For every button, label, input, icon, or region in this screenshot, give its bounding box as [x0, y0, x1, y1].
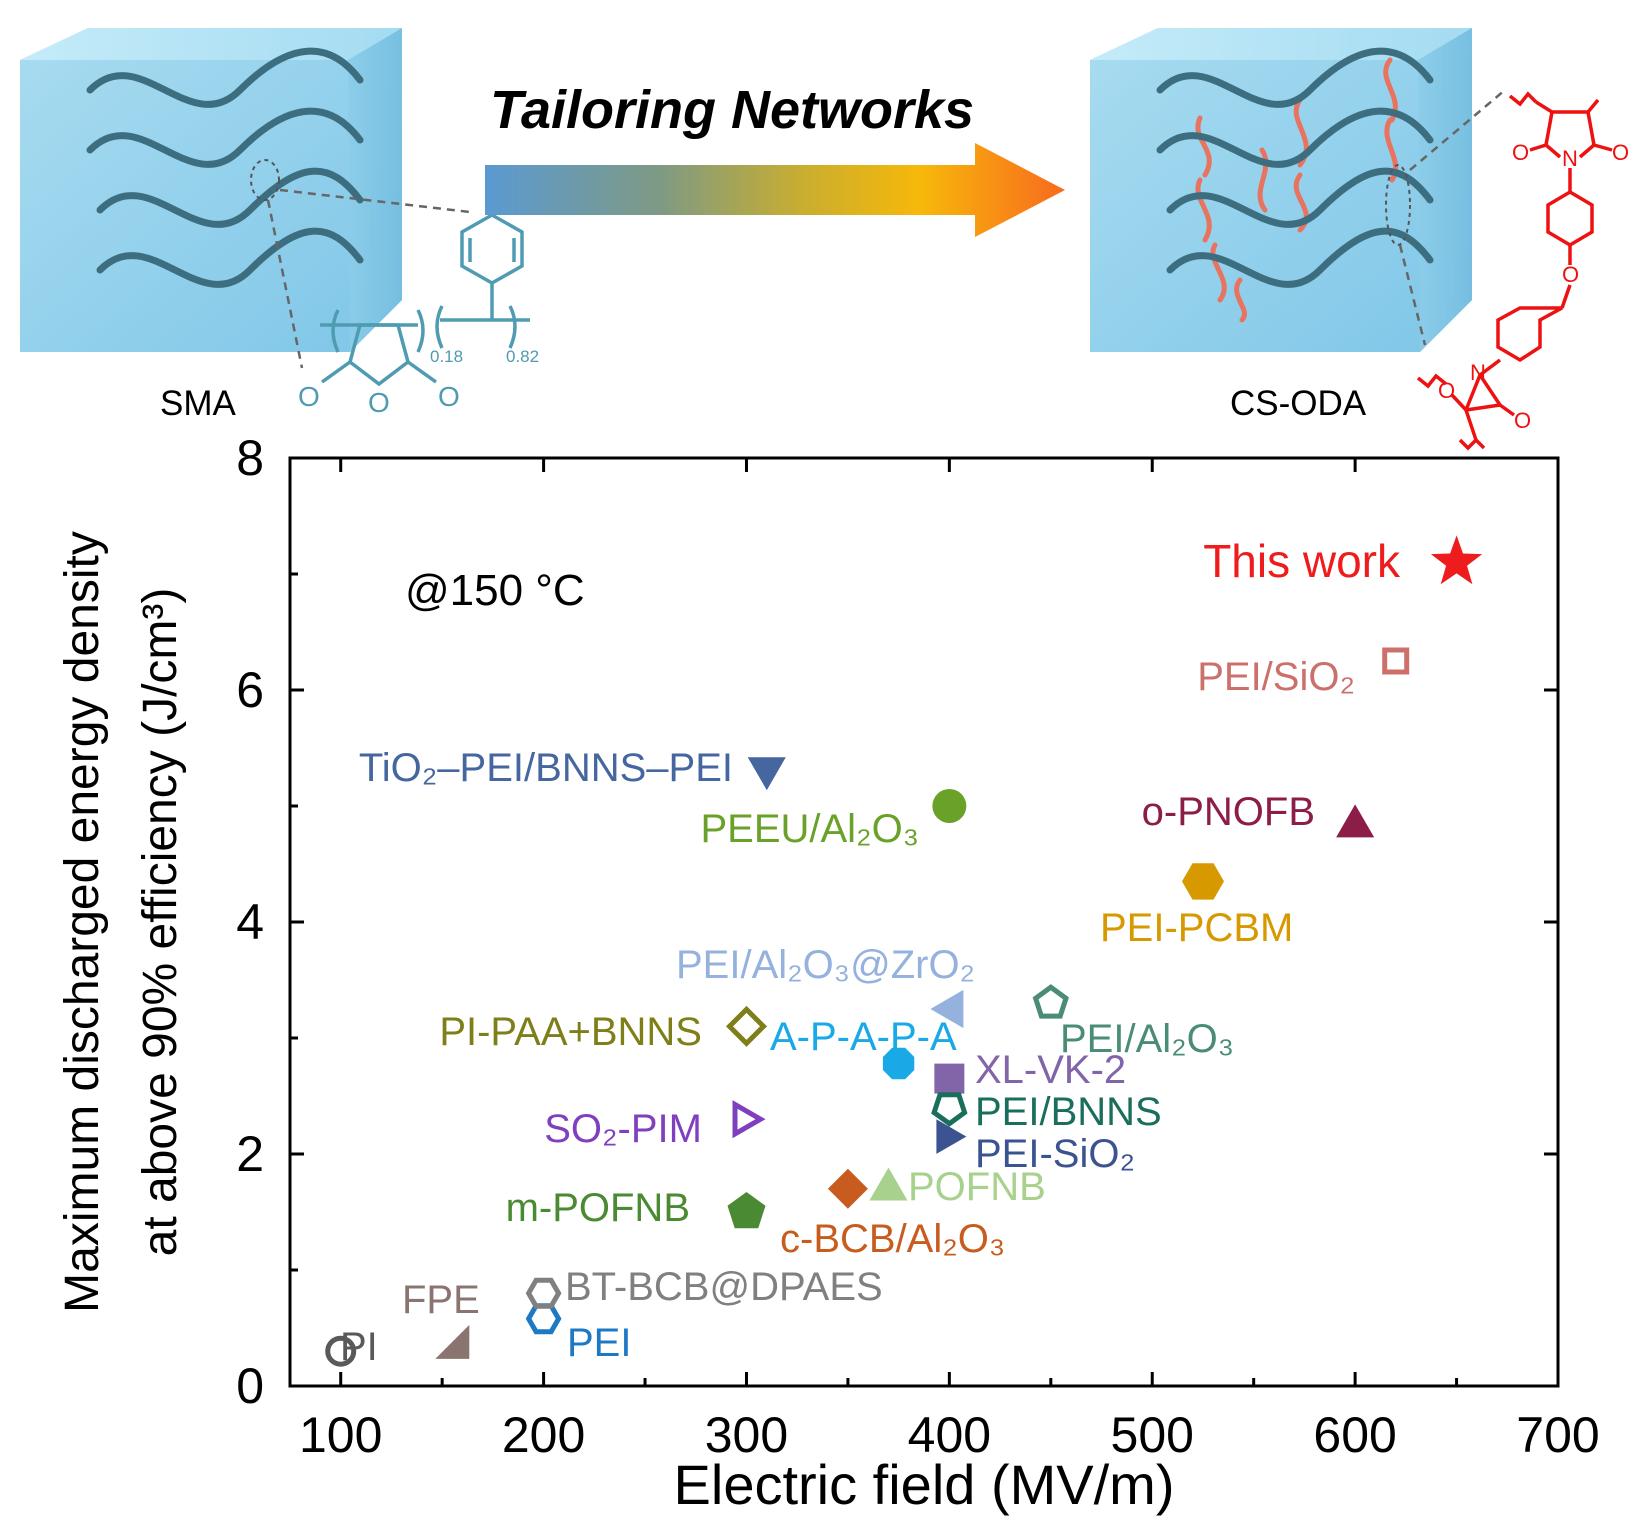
- marker-o-pnofb: [1336, 804, 1375, 838]
- sma-oxygen-right: O: [438, 381, 460, 412]
- y-tick-label: 4: [236, 894, 264, 950]
- x-tick-label: 600: [1313, 1407, 1396, 1463]
- axis-tick-labels: 100 200 300 400 500 600 700 0 2 4 6 8: [236, 430, 1600, 1463]
- label-bt-bcb-dpaes: BT-BCB@DPAES: [565, 1265, 883, 1309]
- marker-pei-pcbm: [1182, 863, 1224, 900]
- label-pei: PEI: [567, 1321, 631, 1365]
- arrow-label: Tailoring Networks: [490, 80, 974, 140]
- sma-oxygen-left: O: [298, 381, 320, 412]
- sma-network-cube: [20, 28, 471, 369]
- label-pei-al-o: PEI/Al₂O₃: [1060, 1017, 1234, 1061]
- label-pei-sio: PEI/SiO₂: [1197, 655, 1355, 699]
- marker-pi-paa-bnns: [725, 1005, 768, 1047]
- oda-oxygen-3: O: [1438, 378, 1455, 403]
- header-illustration: 0.18 0.82 O O O SMA Tailoring Networks: [20, 28, 1629, 451]
- oda-nitrogen-2: N: [1470, 360, 1486, 385]
- marker-pei-sio: [1382, 647, 1410, 675]
- y-axis-title-line1: Maximum discharged energy density: [56, 531, 109, 1313]
- x-axis-title: Electric field (MV/m): [674, 1453, 1175, 1516]
- x-tick-label: 100: [299, 1407, 382, 1463]
- marker-so-pim: [732, 1100, 766, 1139]
- oda-nitrogen-1: N: [1562, 146, 1578, 171]
- x-tick-label: 400: [908, 1407, 991, 1463]
- marker-pei-al-o: [1032, 984, 1069, 1019]
- oda-oxygen-1: O: [1512, 140, 1529, 165]
- cs-oda-label: CS-ODA: [1230, 384, 1367, 423]
- oda-oxygen-ether: O: [1562, 262, 1579, 287]
- y-tick-label: 6: [236, 662, 264, 718]
- marker-a-p-a-p-a: [882, 1047, 915, 1080]
- scatter-chart: 100 200 300 400 500 600 700 0 2 4 6 8 PI FPE PEI BT-BC…: [56, 430, 1600, 1516]
- cs-oda-network-cube: [1090, 28, 1506, 352]
- marker-xl-vk-2: [934, 1063, 965, 1094]
- x-tick-label: 500: [1111, 1407, 1194, 1463]
- label-fpe: FPE: [402, 1278, 480, 1322]
- y-tick-label: 8: [236, 430, 264, 486]
- x-tick-label: 700: [1516, 1407, 1599, 1463]
- oda-oxygen-4: O: [1514, 408, 1531, 433]
- label-c-bcb-al-o: c-BCB/Al₂O₃: [780, 1217, 1005, 1261]
- axis-ticks: [290, 456, 1560, 1388]
- label-xl-vk-2: XL-VK-2: [975, 1048, 1126, 1092]
- data-markers: [325, 535, 1483, 1367]
- label-pei-sio: PEI-SiO₂: [975, 1132, 1135, 1176]
- label-pei-bnns: PEI/BNNS: [975, 1090, 1162, 1134]
- label-so-pim: SO₂-PIM: [544, 1107, 702, 1151]
- y-tick-label: 0: [236, 1358, 264, 1414]
- marker-fpe: [435, 1324, 470, 1359]
- transform-arrow: [485, 143, 1065, 237]
- x-tick-label: 200: [502, 1407, 585, 1463]
- label-o-pnofb: o-PNOFB: [1142, 790, 1315, 834]
- oda-oxygen-2: O: [1612, 140, 1629, 165]
- marker-peeu-al-o: [932, 789, 967, 823]
- label-pofnb: POFNB: [908, 1165, 1046, 1209]
- x-tick-label: 300: [705, 1407, 788, 1463]
- sma-subscript-a: 0.18: [430, 347, 463, 366]
- temperature-annotation: @150 °C: [405, 566, 585, 615]
- sma-chemical-structure: [320, 212, 530, 387]
- oda-chemical-structure: [1416, 91, 1613, 451]
- marker-pei-bnns: [931, 1092, 968, 1127]
- sma-subscript-b: 0.82: [506, 347, 539, 366]
- y-axis-title-line2: at above 90% efficiency (J/cm³): [134, 588, 187, 1257]
- label-this-work: This work: [1203, 535, 1401, 587]
- marker-pei-sio: [936, 1119, 967, 1154]
- label-tio-pei-bnns-pei: TiO₂–PEI/BNNS–PEI: [359, 746, 733, 790]
- marker-m-pofnb: [727, 1192, 766, 1229]
- sma-oxygen-ring: O: [368, 387, 390, 418]
- label-pi: PI: [340, 1325, 378, 1369]
- marker-pi: [325, 1335, 357, 1367]
- marker-this-work: [1430, 535, 1483, 585]
- marker-bt-bcb-dpaes: [525, 1277, 562, 1309]
- label-a-p-a-p-a: A-P-A-P-A: [770, 1015, 957, 1059]
- label-pei-pcbm: PEI-PCBM: [1100, 906, 1293, 950]
- label-pei-al-o-zro: PEI/Al₂O₃@ZrO₂: [676, 943, 975, 987]
- sma-label: SMA: [160, 384, 237, 423]
- y-tick-label: 2: [236, 1126, 264, 1182]
- data-point-labels: PI FPE PEI BT-BCB@DPAES m-POFNB SO₂-PIM PI-PAA…: [340, 535, 1401, 1369]
- label-pi-paa-bnns: PI-PAA+BNNS: [439, 1010, 702, 1054]
- marker-pofnb: [869, 1167, 908, 1201]
- label-m-pofnb: m-POFNB: [506, 1186, 690, 1230]
- marker-c-bcb-al-o: [827, 1168, 868, 1209]
- marker-pei-al-o-zro: [930, 989, 964, 1029]
- marker-tio-pei-bnns-pei: [747, 757, 786, 791]
- marker-pei: [525, 1303, 562, 1335]
- label-peeu-al-o: PEEU/Al₂O₃: [700, 807, 919, 851]
